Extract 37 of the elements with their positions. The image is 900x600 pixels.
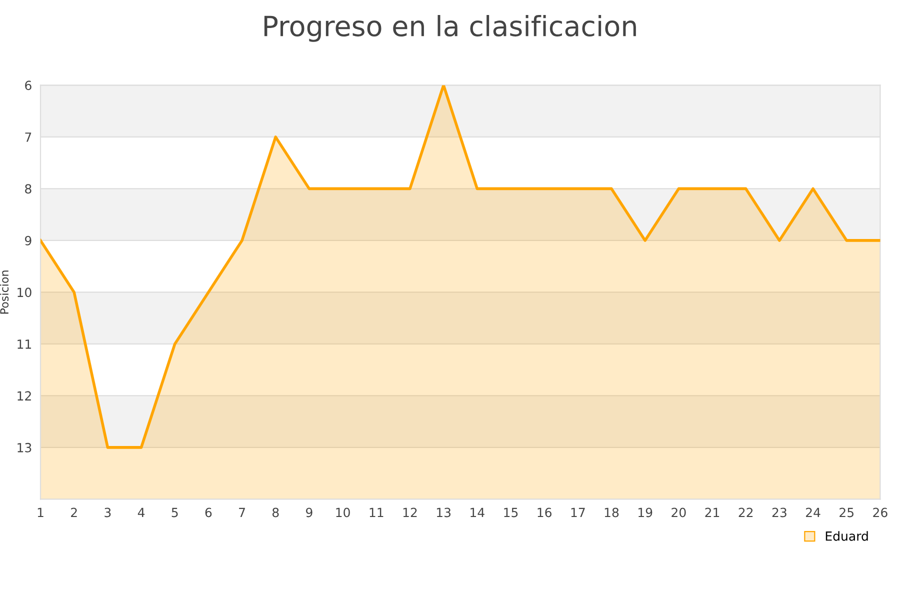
y-tick-label: 11: [18, 340, 32, 349]
y-tick-label: 6: [25, 80, 32, 90]
x-tick-label: 9: [306, 508, 312, 518]
x-tick-label: 17: [571, 508, 585, 518]
y-tick-label: 12: [18, 391, 31, 400]
chart-title: Progreso en la clasificacion: [264, 15, 636, 42]
x-tick-label: 19: [638, 508, 652, 518]
y-axis-title: Posicion: [0, 270, 9, 314]
x-tick-label: 10: [336, 508, 350, 518]
x-tick-label: 22: [738, 508, 753, 518]
legend-label: Eduard: [826, 531, 868, 541]
y-tick-label: 8: [25, 184, 32, 194]
x-tick-label: 12: [403, 508, 417, 518]
x-tick-label: 25: [840, 508, 854, 518]
x-tick-label: 20: [672, 508, 686, 518]
x-tick-label: 18: [604, 508, 619, 518]
x-tick-label: 1: [38, 508, 44, 518]
x-tick-label: 23: [772, 508, 786, 518]
x-tick-label: 21: [705, 508, 720, 518]
y-tick-label: 10: [18, 288, 32, 298]
x-tick-label: 13: [436, 508, 451, 518]
x-tick-label: 16: [538, 508, 552, 518]
x-tick-label: 4: [138, 508, 145, 518]
x-tick-label: 24: [806, 508, 820, 518]
x-tick-label: 14: [470, 508, 484, 518]
x-tick-label: 7: [239, 508, 245, 518]
x-tick-label: 26: [873, 508, 888, 518]
x-tick-label: 11: [370, 508, 384, 518]
x-tick-label: 8: [272, 508, 279, 518]
x-tick-label: 15: [504, 508, 518, 518]
x-tick-label: 2: [71, 508, 77, 518]
x-tick-label: 5: [172, 508, 178, 518]
y-tick-label: 9: [25, 236, 32, 246]
y-tick-label: 7: [25, 132, 32, 142]
x-tick-label: 3: [104, 508, 111, 518]
y-tick-label: 13: [18, 442, 32, 452]
x-tick-label: 6: [205, 508, 212, 518]
